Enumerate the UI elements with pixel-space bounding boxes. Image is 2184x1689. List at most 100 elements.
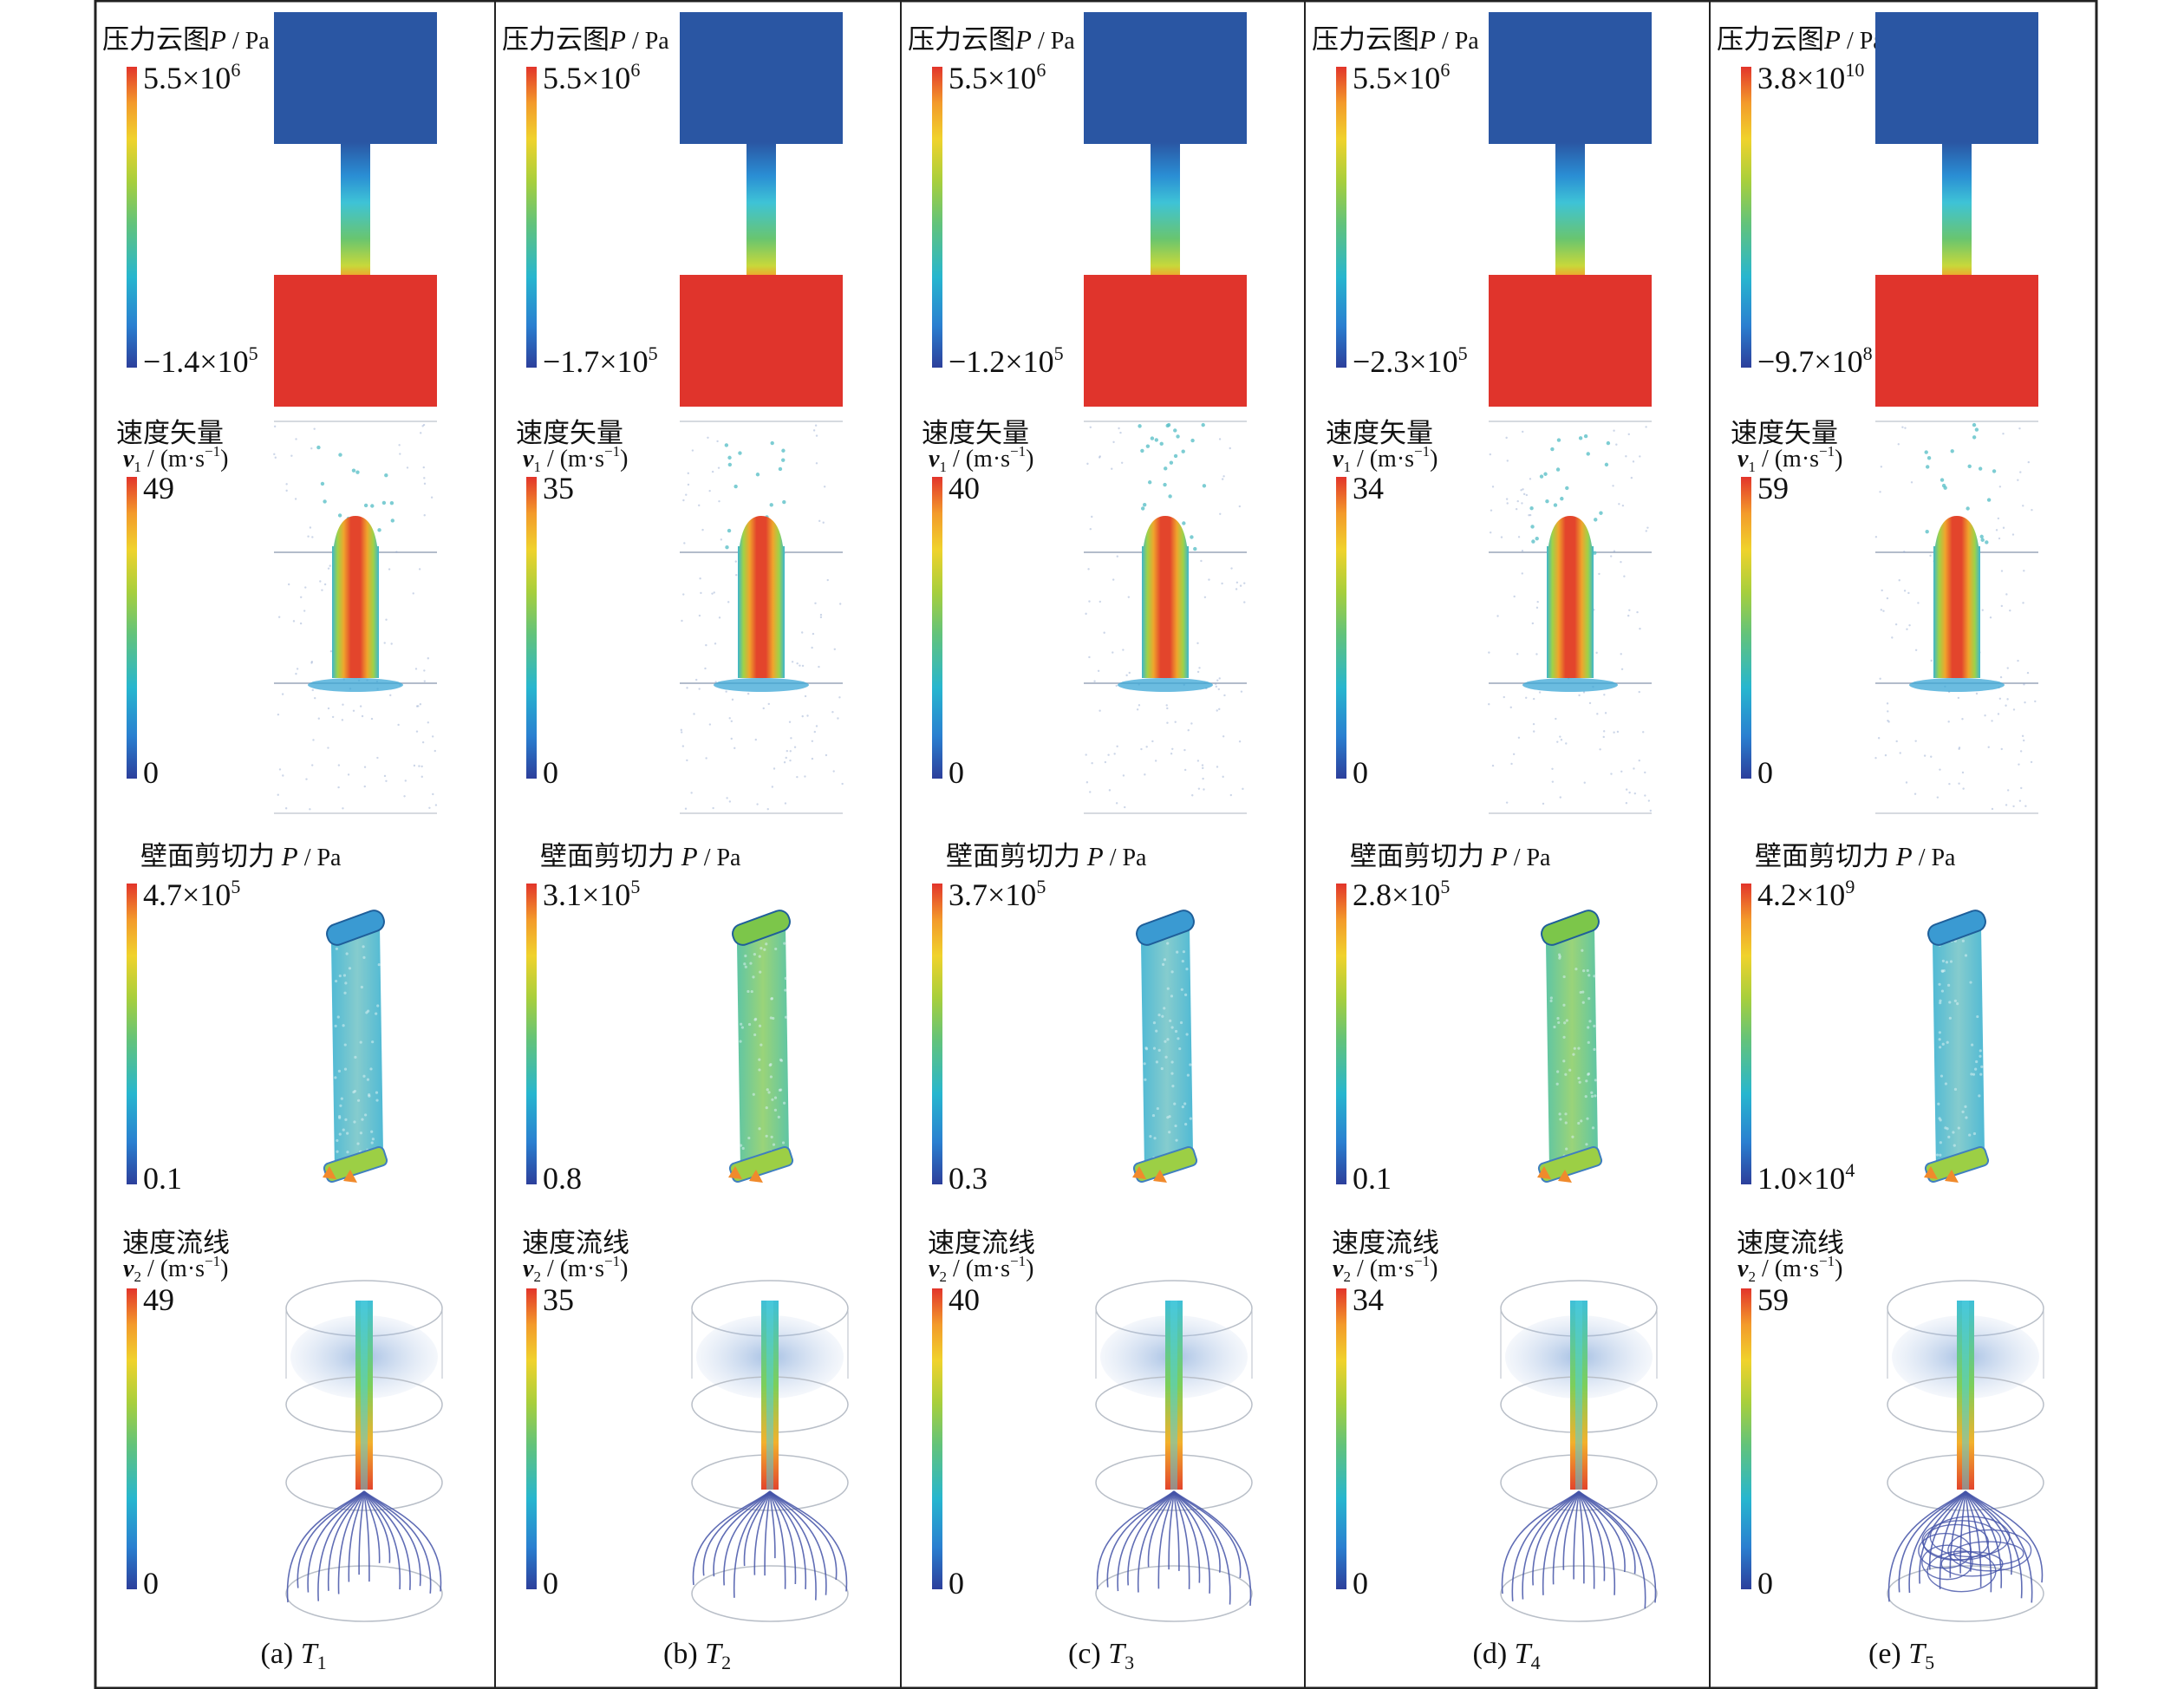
- caption-subscript: 1: [317, 1652, 327, 1673]
- vector-point: [1125, 674, 1128, 677]
- vector-unit-close: ): [1026, 446, 1033, 473]
- vector-point: [838, 603, 842, 605]
- upper-chamber-low-pressure: [680, 12, 843, 144]
- colorbar-max-label: 49: [143, 471, 174, 505]
- vector-point: [2017, 479, 2019, 481]
- vector-point: [1088, 600, 1091, 603]
- recirculating-streamline: [1921, 1544, 1973, 1581]
- streamline: [1578, 1490, 1626, 1573]
- vector-point: [1491, 764, 1495, 767]
- shear-peak-marker: [1558, 1170, 1572, 1183]
- pressure-unit: / Pa: [226, 28, 270, 55]
- vector-point: [1214, 682, 1217, 685]
- pressure-title: 压力云图P / Pa: [1312, 24, 1479, 55]
- vector-point: [1154, 760, 1157, 762]
- shear-speckle: [336, 1150, 339, 1153]
- shear-speckle: [362, 945, 365, 949]
- stream-subscript: 2: [1343, 1268, 1351, 1285]
- vector-point: [1997, 713, 2000, 715]
- colorbar-min-label: 0.3: [949, 1161, 988, 1196]
- vector-point: [2023, 683, 2025, 686]
- streamline: [733, 1490, 771, 1598]
- vector-point: [2018, 427, 2021, 430]
- caption-subscript: 4: [1531, 1652, 1541, 1673]
- vector-point: [1972, 435, 1977, 440]
- vector-point: [1967, 464, 1972, 469]
- vector-unit-label: v1 / (m·s−1): [523, 443, 628, 475]
- vector-variable: v: [1333, 446, 1344, 473]
- cylinder-side: [691, 1308, 849, 1379]
- shear-speckle: [1935, 1153, 1940, 1157]
- shear-speckle: [784, 988, 787, 992]
- stream-variable: v: [123, 1255, 134, 1282]
- vector-point: [1880, 609, 1883, 611]
- vector-point: [1108, 789, 1112, 792]
- vector-point: [1542, 802, 1545, 805]
- shear-speckle: [1182, 950, 1186, 954]
- vector-point: [814, 424, 818, 427]
- vector-point: [1609, 555, 1613, 558]
- vector-point: [341, 719, 344, 721]
- shear-variable: P: [1895, 841, 1913, 871]
- vector-point: [1957, 696, 1960, 700]
- vector-point: [1887, 719, 1889, 722]
- shear-speckle: [1555, 1082, 1559, 1086]
- vector-variable: v: [1737, 446, 1749, 473]
- shear-speckle: [377, 962, 381, 967]
- vector-point: [1887, 710, 1889, 713]
- shear-speckle: [1588, 1020, 1592, 1023]
- vector-point: [1190, 535, 1194, 539]
- vector-point: [1243, 582, 1246, 584]
- shear-speckle: [1149, 1135, 1152, 1138]
- colorbar-min-value: −1.7×10: [543, 344, 649, 379]
- vector-point: [277, 793, 279, 796]
- vector-point: [1593, 551, 1597, 555]
- vector-point: [1979, 534, 1984, 539]
- vector-point: [1111, 467, 1113, 470]
- vector-point: [385, 618, 388, 621]
- colorbar-max-label: 49: [143, 1282, 174, 1317]
- upper-edge-shear: [326, 910, 385, 946]
- shear-speckle: [1945, 961, 1949, 964]
- pressure-title: 压力云图P / Pa: [908, 24, 1075, 55]
- vector-point: [1159, 441, 1164, 447]
- shear-speckle: [1946, 1040, 1949, 1044]
- vector-point: [1913, 792, 1917, 795]
- stream-title-text: 速度流线: [122, 1228, 230, 1258]
- shear-speckle: [769, 1075, 773, 1079]
- colorbar-max-label: 3.8×1010: [1757, 59, 1864, 95]
- recirculating-streamline: [1922, 1523, 1990, 1562]
- shear-peak-marker: [1132, 1166, 1146, 1179]
- vector-point: [383, 642, 386, 644]
- vector-point: [1198, 667, 1201, 669]
- vector-point: [1529, 505, 1534, 511]
- vector-point: [1221, 478, 1224, 480]
- vector-point: [1512, 753, 1516, 756]
- colorbar-max-value: 40: [949, 1282, 980, 1317]
- shear-title: 壁面剪切力 P / Pa: [1350, 841, 1551, 871]
- vector-point: [434, 749, 436, 753]
- vector-point: [1182, 521, 1186, 525]
- vector-point: [1145, 444, 1151, 448]
- streamline: [1147, 1490, 1175, 1568]
- shear-speckle: [1938, 982, 1941, 986]
- vector-point: [1089, 426, 1092, 429]
- vector-point: [718, 499, 720, 503]
- shear-speckle: [1558, 1112, 1561, 1116]
- shear-speckle: [1979, 1073, 1983, 1076]
- vector-point: [1886, 702, 1889, 705]
- vector-point: [1091, 515, 1093, 518]
- vector-unit-open: / (m·s: [541, 446, 604, 473]
- vector-point: [1103, 631, 1105, 634]
- vector-unit-label: v1 / (m·s−1): [929, 443, 1033, 475]
- shear-speckle: [1978, 1094, 1981, 1098]
- shear-speckle: [1168, 1131, 1171, 1134]
- colorbar-max-label: 59: [1757, 471, 1789, 505]
- vector-point: [2000, 747, 2003, 751]
- vector-point: [812, 632, 815, 636]
- vector-point: [310, 661, 314, 663]
- shear-speckle: [1938, 1038, 1941, 1041]
- vector-point: [1620, 560, 1622, 564]
- vector-point: [309, 526, 312, 529]
- vector-point: [1559, 735, 1561, 738]
